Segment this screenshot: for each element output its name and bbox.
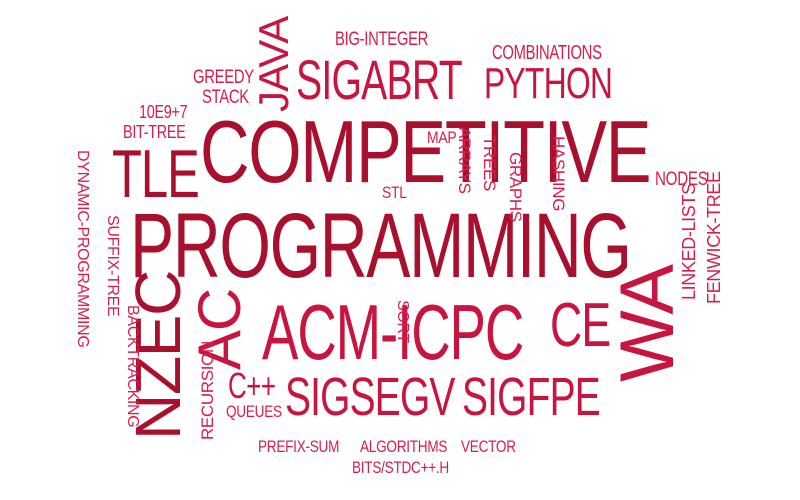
word-sigfpe: SIGFPE — [462, 367, 601, 427]
word-map: MAP — [427, 128, 457, 147]
word-queues: QUEUES — [226, 402, 282, 421]
word-nodes: NODES — [655, 169, 708, 190]
word-backtracking: BACKTRACKING — [124, 305, 141, 428]
word-sort: SORT — [394, 300, 411, 343]
word-vector: VECTOR — [461, 437, 516, 456]
word-big-integer: BIG-INTEGER — [335, 29, 429, 50]
word-acm-icpc: ACM-ICPC — [262, 288, 524, 376]
word-ce: CE — [550, 291, 611, 360]
word-sigabrt: SIGABRT — [296, 48, 463, 111]
word-stack: STACK — [202, 87, 249, 108]
word-java: JAVA — [250, 16, 297, 112]
word-competitive: COMPETITIVE — [200, 102, 652, 201]
word-sigsegv: SIGSEGV — [285, 367, 455, 427]
word-prefix-sum: PREFIX-SUM — [258, 437, 340, 456]
word-dynamic-programming: DYNAMIC-PROGRAMMING — [74, 150, 91, 348]
word-tle: TLE — [112, 136, 200, 212]
word-suffix-tree: SUFFIX-TREE — [104, 215, 121, 317]
word-stl: STL — [382, 183, 407, 202]
word-programming: PROGRAMMING — [130, 195, 632, 297]
word-cpp: C++ — [228, 365, 276, 406]
word-python: PYTHON — [484, 59, 613, 108]
word-hashing: HASHING — [549, 136, 568, 212]
word-recursion: RECURSION — [198, 341, 217, 440]
word-bit-tree: BIT-TREE — [123, 122, 186, 142]
word-trees: TREES — [480, 136, 499, 191]
word-greedy: GREEDY — [193, 67, 254, 88]
word-wa: WA — [605, 265, 690, 382]
word-combinations: COMBINATIONS — [492, 42, 602, 64]
word-fenwick-tree: FENWICK-TREE — [704, 171, 724, 304]
word-linked-lists: LINKED-LISTS — [679, 183, 699, 300]
word-bits-stdc: BITS/STDC++.H — [352, 458, 449, 477]
word-graphs: GRAPHS — [506, 152, 525, 222]
word-10e9-7: 10E9+7 — [139, 102, 188, 122]
word-arrays: ARRAYS — [455, 127, 474, 194]
word-algorithms: ALGORITHMS — [360, 437, 448, 456]
